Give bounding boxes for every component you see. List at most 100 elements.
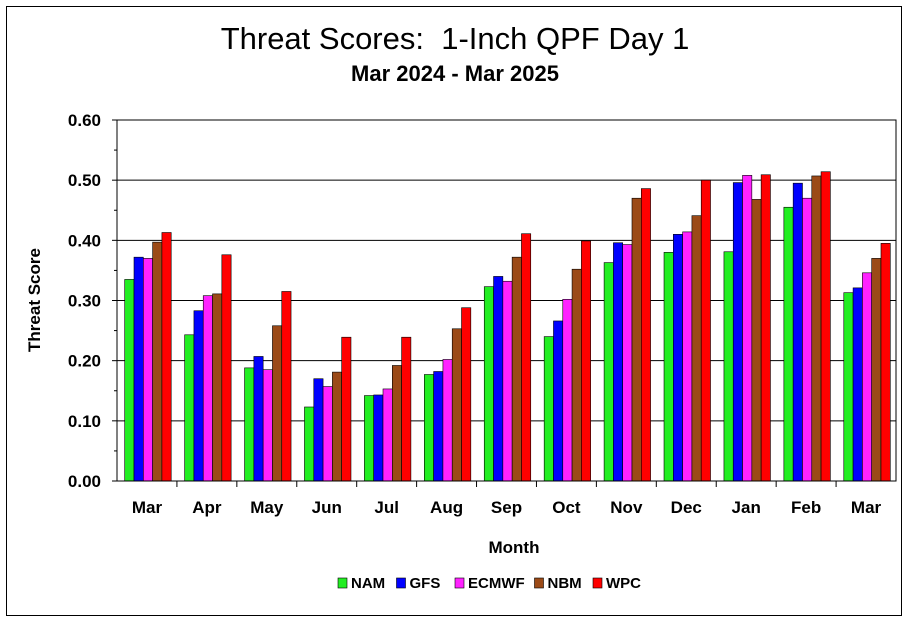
bar-gfs xyxy=(133,256,144,482)
legend-swatch-nbm xyxy=(534,577,544,589)
legend-swatch-gfs xyxy=(396,577,406,589)
x-axis-label: Month xyxy=(489,538,540,557)
bar-nbm xyxy=(631,197,642,482)
bar-nbm xyxy=(511,256,522,482)
y-tick-label: 0.40 xyxy=(68,231,101,250)
bar-nam xyxy=(184,334,195,482)
bar-nam xyxy=(843,292,854,482)
bar-nbm xyxy=(332,371,342,482)
bar-nam xyxy=(723,251,734,482)
y-axis-ticks: 0.00 0.10 0.20 0.30 0.40 0.50 0.60 xyxy=(68,111,117,491)
bar-wpc xyxy=(820,171,831,482)
legend-label-wpc: WPC xyxy=(606,575,641,592)
bar-gfs xyxy=(253,356,264,482)
bar-ecmwf xyxy=(202,295,213,482)
bar-nam xyxy=(244,367,255,482)
x-tick-label: Mar xyxy=(851,498,882,517)
bar-gfs xyxy=(732,182,743,482)
bar-ecmwf xyxy=(862,272,872,482)
bar-ecmwf xyxy=(622,244,633,482)
x-tick-label: Oct xyxy=(552,498,581,517)
y-axis-label: Threat Score xyxy=(25,248,44,352)
bar-nam xyxy=(783,206,794,482)
x-tick-label: Jan xyxy=(732,498,761,517)
bar-gfs xyxy=(373,394,384,482)
bar-wpc xyxy=(880,243,891,482)
bars xyxy=(124,171,891,482)
legend-label-ecmwf: ECMWF xyxy=(468,575,525,592)
bar-ecmwf xyxy=(442,359,453,482)
bar-gfs xyxy=(673,234,683,482)
x-tick-label: Jun xyxy=(312,498,342,517)
bar-nam xyxy=(424,374,434,482)
bar-gfs xyxy=(193,310,204,482)
chart-title: Threat Scores: 1-Inch QPF Day 1 xyxy=(221,21,690,56)
bar-nbm xyxy=(451,328,462,482)
bar-ecmwf xyxy=(322,386,333,482)
bar-ecmwf xyxy=(262,369,273,482)
bar-nbm xyxy=(212,293,223,482)
bar-ecmwf xyxy=(382,388,393,482)
legend-swatch-wpc xyxy=(592,577,603,589)
bar-wpc xyxy=(161,232,172,482)
x-tick-label: Mar xyxy=(132,498,163,517)
bar-ecmwf xyxy=(802,197,813,482)
bar-wpc xyxy=(401,336,412,482)
bar-nbm xyxy=(152,241,163,482)
bar-wpc xyxy=(221,254,232,482)
bar-ecmwf xyxy=(682,231,693,482)
y-tick-label: 0.50 xyxy=(68,171,101,190)
y-tick-label: 0.10 xyxy=(68,412,101,431)
x-tick-label: Aug xyxy=(430,498,463,517)
legend-swatch-nam xyxy=(337,577,348,589)
bar-wpc xyxy=(640,188,651,482)
bar-nbm xyxy=(691,215,702,482)
bar-nam xyxy=(304,406,315,482)
bar-gfs xyxy=(313,378,324,482)
bar-wpc xyxy=(461,307,472,482)
legend-label-nbm: NBM xyxy=(548,575,582,592)
bar-gfs xyxy=(852,287,863,482)
bar-wpc xyxy=(281,291,292,482)
x-tick-label: Feb xyxy=(791,498,821,517)
y-tick-label: 0.60 xyxy=(68,111,101,130)
bar-ecmwf xyxy=(502,280,513,482)
bar-wpc xyxy=(581,240,591,482)
bar-nbm xyxy=(871,258,882,482)
legend-label-nam: NAM xyxy=(351,575,385,592)
bar-nam xyxy=(663,252,674,482)
bar-nbm xyxy=(392,365,402,482)
bar-nam xyxy=(543,336,554,482)
bar-nam xyxy=(364,395,375,482)
bar-gfs xyxy=(613,242,623,482)
y-tick-label: 0.00 xyxy=(68,472,101,491)
x-tick-label: Nov xyxy=(610,498,643,517)
x-axis-ticks: Mar Apr May Jun Jul Aug Sep Oct Nov Dec Jan Feb Mar xyxy=(132,481,882,517)
x-tick-label: Jul xyxy=(374,498,399,517)
bar-wpc xyxy=(341,336,352,482)
bar-wpc xyxy=(700,179,711,482)
bar-nam xyxy=(483,286,494,482)
bar-nbm xyxy=(272,325,283,482)
bar-gfs xyxy=(792,182,803,482)
x-tick-label: Sep xyxy=(491,498,522,517)
bar-wpc xyxy=(760,174,771,482)
chart-subtitle: Mar 2024 - Mar 2025 xyxy=(351,61,559,86)
y-tick-label: 0.30 xyxy=(68,292,101,311)
legend-swatch-ecmwf xyxy=(454,577,465,589)
bar-nbm xyxy=(811,175,822,482)
x-tick-label: Apr xyxy=(192,498,222,517)
bar-wpc xyxy=(521,233,532,482)
x-tick-label: May xyxy=(250,498,284,517)
bar-ecmwf xyxy=(562,298,573,482)
legend-label-gfs: GFS xyxy=(410,575,441,592)
bar-ecmwf xyxy=(742,175,753,482)
bar-ecmwf xyxy=(143,258,153,482)
bar-nbm xyxy=(571,268,582,482)
bar-gfs xyxy=(493,276,504,482)
bar-nam xyxy=(124,279,135,482)
bar-nam xyxy=(603,262,614,482)
bar-gfs xyxy=(553,320,564,482)
y-tick-label: 0.20 xyxy=(68,352,101,371)
